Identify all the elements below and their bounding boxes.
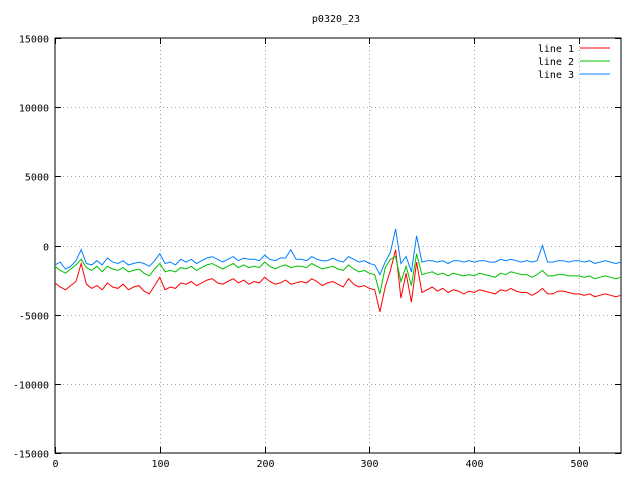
y-tick-label: -5000 <box>19 312 49 323</box>
plot-frame <box>54 37 622 454</box>
x-tick-label: 300 <box>360 459 378 470</box>
y-tick-label: 15000 <box>19 35 49 46</box>
legend-label: line 2 <box>538 57 574 68</box>
y-tick-label: -10000 <box>13 381 49 392</box>
legend: line 1 line 2 line 3 <box>538 44 610 81</box>
grid <box>55 38 621 453</box>
series-line-2 <box>54 253 622 295</box>
series-lines <box>54 228 622 313</box>
legend-label: line 1 <box>538 44 574 55</box>
y-tick-label: 0 <box>43 243 49 254</box>
series-line-3 <box>54 228 622 276</box>
y-tick-label: -15000 <box>13 450 49 461</box>
chart-title: p0320_23 <box>312 14 360 25</box>
y-tick-label: 10000 <box>19 104 49 115</box>
x-tick-label: 500 <box>570 459 588 470</box>
x-tick-label: 200 <box>256 459 274 470</box>
y-tick-label: 5000 <box>25 173 49 184</box>
x-tick-label: 400 <box>465 459 483 470</box>
legend-label: line 3 <box>538 70 574 81</box>
axes: 0 100 200 300 400 500 -15000 -10000 -5000 0 5000 10… <box>13 35 621 470</box>
x-tick-label: 100 <box>151 459 169 470</box>
series-line-1 <box>54 249 622 313</box>
x-tick-label: 0 <box>52 459 58 470</box>
